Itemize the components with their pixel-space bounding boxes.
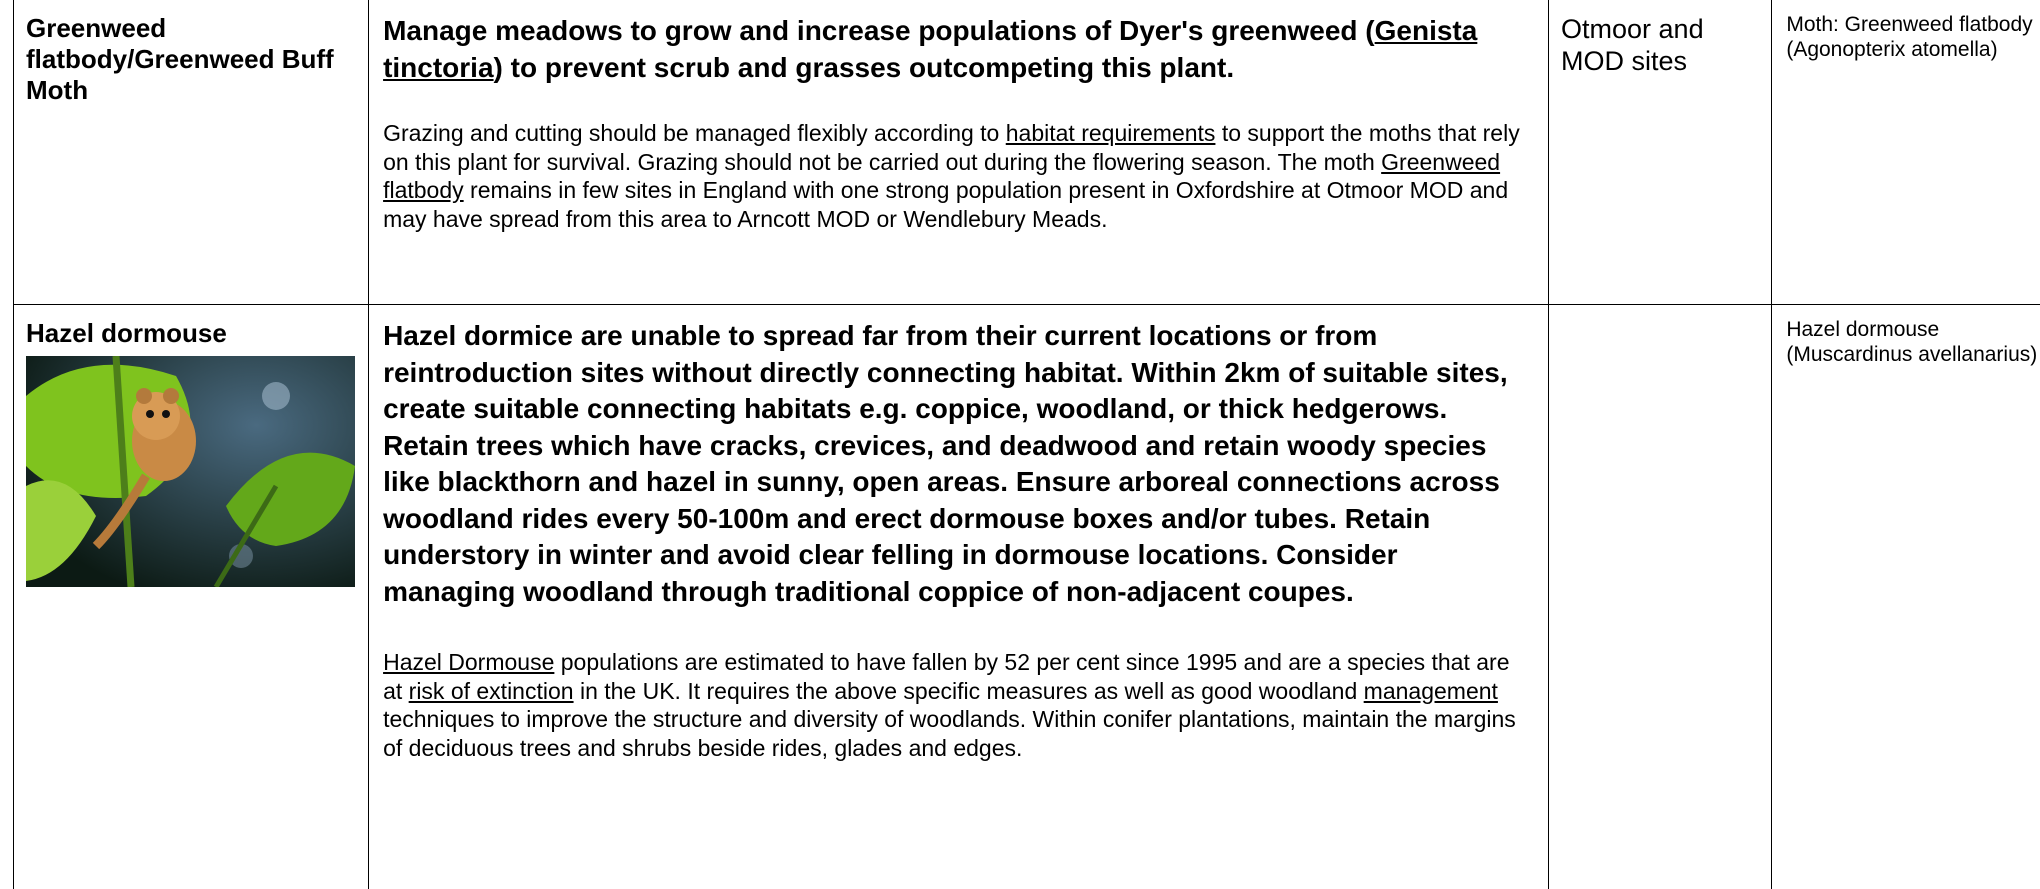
text-run: Manage meadows to grow and increase popu… xyxy=(383,15,1375,46)
action-body: Hazel Dormouse populations are estimated… xyxy=(383,648,1534,762)
location xyxy=(1549,305,1772,889)
action-body: Grazing and cutting should be managed fl… xyxy=(383,119,1534,233)
text-run: Hazel dormice are unable to spread far f… xyxy=(383,320,1508,607)
link[interactable]: Hazel Dormouse xyxy=(383,649,554,675)
text-run: techniques to improve the structure and … xyxy=(383,706,1516,761)
name-text: Hazel dormouse xyxy=(26,318,360,349)
species: Hazel dormouse (Muscardinus avellanarius… xyxy=(1772,305,2040,889)
table-row: Hazel dormouse Hazel dormice are unable … xyxy=(14,305,2040,889)
text-run: in the UK. It requires the above specifi… xyxy=(574,678,1364,704)
text-run: ) to prevent scrub and grasses outcompet… xyxy=(494,52,1235,83)
action-heading: Manage meadows to grow and increase popu… xyxy=(383,13,1534,86)
page: Greenweed flatbody/Greenweed Buff Moth M… xyxy=(0,0,2040,861)
table-row: Greenweed flatbody/Greenweed Buff Moth M… xyxy=(14,0,2040,305)
species-name: Greenweed flatbody/Greenweed Buff Moth xyxy=(14,0,369,305)
link[interactable]: risk of extinction xyxy=(409,678,574,704)
dormouse-photo xyxy=(26,356,355,587)
text-run: remains in few sites in England with one… xyxy=(383,177,1508,232)
species: Moth: Greenweed flatbody (Agonopterix at… xyxy=(1772,0,2040,305)
species-name: Hazel dormouse xyxy=(14,305,369,889)
action-cell: Manage meadows to grow and increase popu… xyxy=(369,0,1549,305)
name-text: Greenweed flatbody/Greenweed Buff Moth xyxy=(26,13,360,106)
action-cell: Hazel dormice are unable to spread far f… xyxy=(369,305,1549,889)
link[interactable]: management xyxy=(1364,678,1498,704)
habitat-table: Greenweed flatbody/Greenweed Buff Moth M… xyxy=(13,0,2040,889)
link[interactable]: habitat requirements xyxy=(1006,120,1216,146)
location: Otmoor and MOD sites xyxy=(1549,0,1772,305)
text-run: Grazing and cutting should be managed fl… xyxy=(383,120,1006,146)
action-heading: Hazel dormice are unable to spread far f… xyxy=(383,318,1534,610)
